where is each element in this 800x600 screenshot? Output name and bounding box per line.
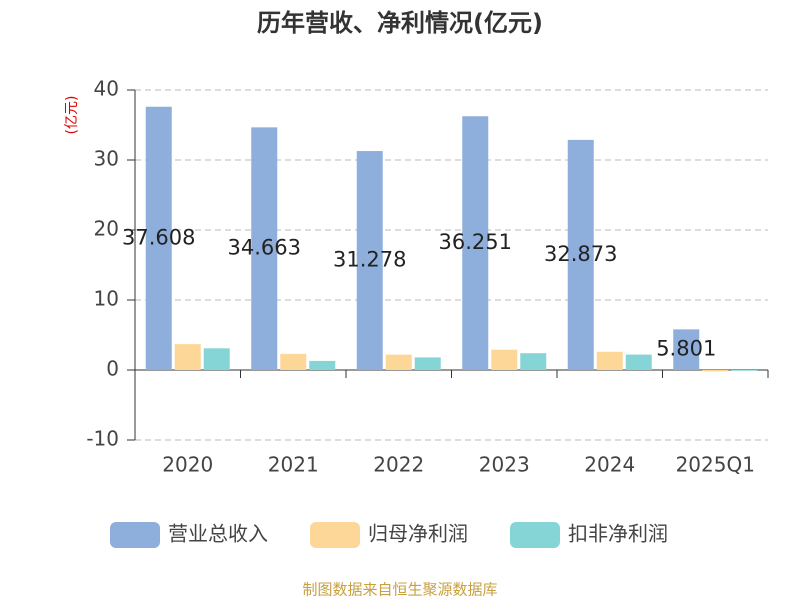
x-tick-label: 2022 <box>373 453 424 477</box>
bar <box>520 353 547 370</box>
bar <box>356 151 383 370</box>
source-note: 制图数据来自恒生聚源数据库 <box>302 581 497 599</box>
y-tick-label: 30 <box>94 147 119 171</box>
data-label: 36.251 <box>439 230 512 254</box>
legend-swatch <box>110 522 160 548</box>
legend-label: 营业总收入 <box>168 522 268 546</box>
bar <box>280 353 307 370</box>
y-tick-label: 0 <box>106 357 119 381</box>
x-tick-label: 2021 <box>268 453 319 477</box>
y-axis-label: (亿元) <box>64 96 80 135</box>
legend-label: 扣非净利润 <box>568 522 668 546</box>
y-tick-label: 40 <box>94 77 119 101</box>
bar <box>702 370 729 372</box>
data-label: 31.278 <box>333 248 406 272</box>
data-label: 37.608 <box>122 225 195 249</box>
bar <box>385 354 412 370</box>
legend-swatch <box>310 522 360 548</box>
x-tick-label: 2025Q1 <box>676 453 755 477</box>
bar <box>625 354 652 370</box>
bar <box>567 139 594 370</box>
y-tick-label: 10 <box>94 287 119 311</box>
bar <box>414 357 441 370</box>
legend-swatch <box>510 522 560 548</box>
data-label: 34.663 <box>228 236 301 260</box>
legend-label: 归母净利润 <box>368 522 468 546</box>
x-tick-label: 2023 <box>479 453 530 477</box>
y-tick-label: -10 <box>86 427 119 451</box>
bar <box>673 329 700 370</box>
x-tick-label: 2020 <box>162 453 213 477</box>
data-label: 5.801 <box>656 337 716 361</box>
y-tick-label: 20 <box>94 217 119 241</box>
bar <box>203 348 230 370</box>
bar <box>251 127 278 370</box>
bar <box>174 344 201 370</box>
bar <box>731 370 758 371</box>
bar <box>309 360 336 370</box>
bar <box>596 351 623 370</box>
x-tick-label: 2024 <box>584 453 635 477</box>
chart-title: 历年营收、净利情况(亿元) <box>257 9 543 37</box>
bar <box>145 106 172 370</box>
bar <box>491 349 518 370</box>
bar <box>462 116 489 370</box>
data-label: 32.873 <box>544 242 617 266</box>
